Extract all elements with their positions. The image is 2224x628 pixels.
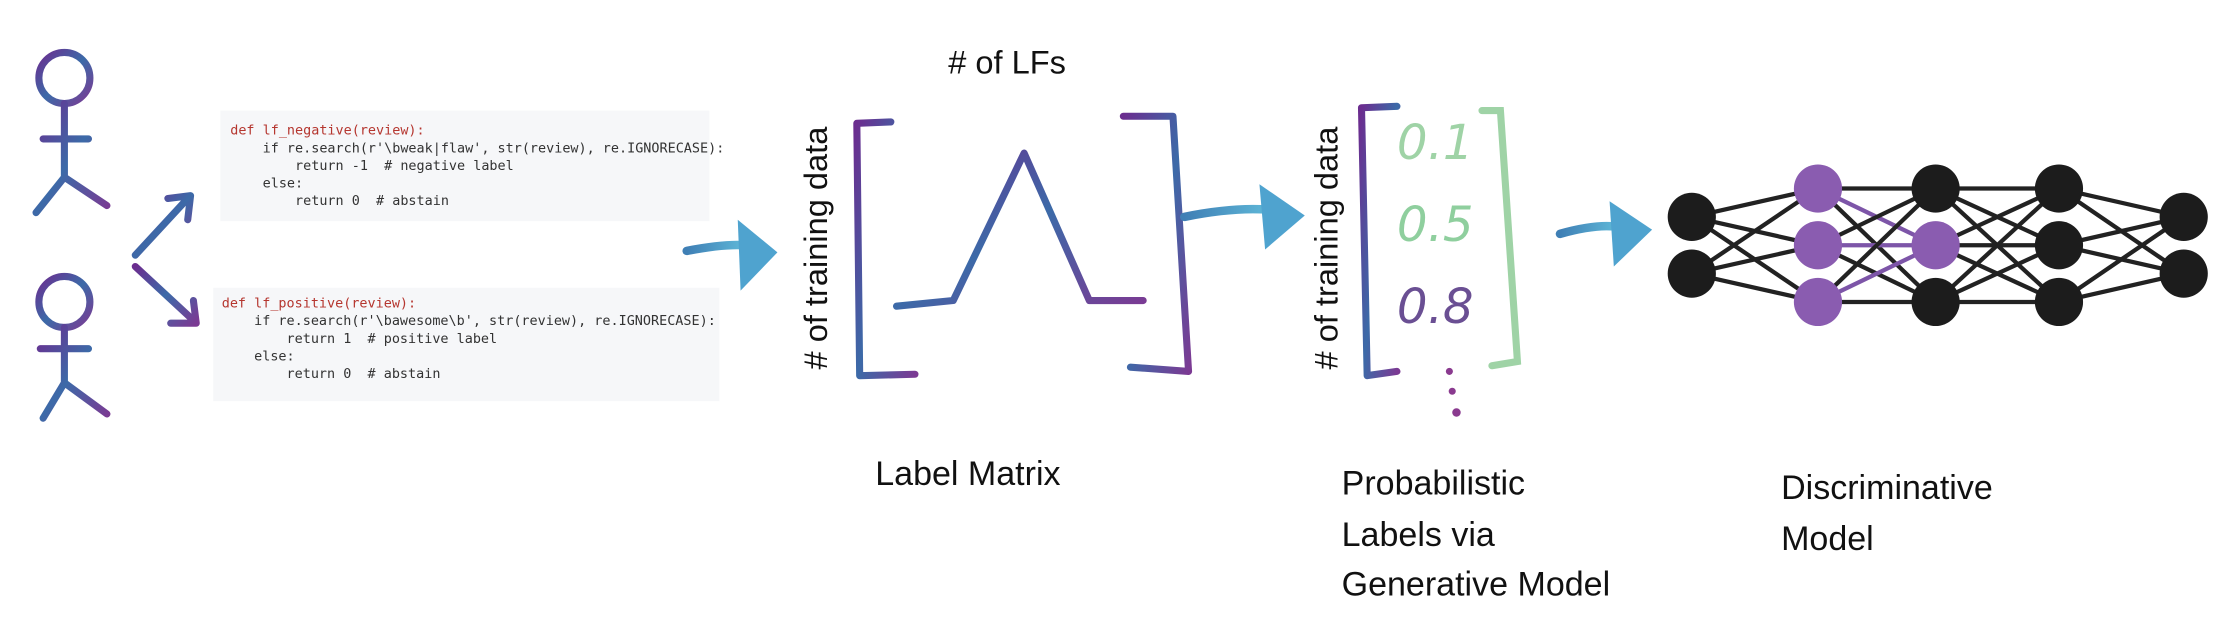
arrow bbox=[131, 262, 200, 327]
node bbox=[2034, 164, 2084, 213]
code-line: return 0 # abstain bbox=[222, 367, 441, 382]
caption: Model bbox=[1781, 520, 1874, 558]
row-axis-label: # of training data bbox=[797, 126, 834, 370]
caption: Probabilistic bbox=[1342, 465, 1525, 503]
edge bbox=[1816, 187, 1938, 304]
stick-figure bbox=[35, 272, 111, 422]
edge bbox=[1690, 186, 1820, 276]
arrow-head bbox=[737, 219, 778, 291]
code-line: else: bbox=[222, 349, 295, 364]
code-line: if re.search(r'\bweak|flaw', str(review)… bbox=[230, 141, 724, 156]
code-line: def lf_positive(review): bbox=[222, 297, 416, 312]
label-value: 0.5 bbox=[1397, 197, 1474, 253]
node bbox=[2034, 221, 2084, 270]
bracket bbox=[1478, 107, 1522, 370]
node bbox=[2034, 277, 2084, 327]
bracket bbox=[1119, 112, 1193, 375]
node bbox=[1793, 277, 1843, 327]
edge bbox=[1934, 186, 2061, 304]
node bbox=[1793, 221, 1843, 270]
code-block bbox=[213, 287, 720, 402]
code: def lf_negative(review): if re.search(r'… bbox=[230, 124, 724, 209]
label-value: 0.8 bbox=[1397, 279, 1474, 335]
matrix-scribble bbox=[892, 149, 1147, 310]
node bbox=[2159, 249, 2208, 298]
arrow bbox=[1180, 204, 1274, 222]
bracket bbox=[853, 118, 919, 380]
arrow-head bbox=[1259, 184, 1305, 250]
edge bbox=[2057, 215, 2185, 304]
arrow-head bbox=[1609, 201, 1653, 267]
arrow bbox=[682, 240, 750, 256]
caption: Generative Model bbox=[1342, 565, 1610, 603]
caption: Discriminative bbox=[1781, 469, 1993, 507]
node bbox=[1911, 221, 1960, 270]
neural-network bbox=[1667, 164, 2208, 327]
code-line: if re.search(r'\bawesome\b', str(review)… bbox=[222, 314, 716, 329]
ellipsis bbox=[1445, 367, 1461, 417]
code: def lf_positive(review): if re.search(r'… bbox=[222, 297, 716, 382]
stick-figure bbox=[32, 48, 111, 217]
node bbox=[1911, 164, 1960, 213]
node bbox=[1793, 164, 1843, 213]
arrow bbox=[131, 192, 195, 259]
arrow bbox=[1555, 221, 1621, 239]
node bbox=[2159, 192, 2208, 241]
node bbox=[1667, 192, 1716, 241]
code-line: return -1 # negative label bbox=[230, 159, 513, 174]
label-value: 0.1 bbox=[1397, 115, 1474, 171]
caption: Label Matrix bbox=[875, 455, 1060, 493]
column-axis-label: # of LFs bbox=[948, 44, 1066, 81]
code-line: else: bbox=[230, 176, 303, 191]
code-block bbox=[220, 110, 710, 222]
node bbox=[1667, 249, 1716, 298]
code-line: def lf_negative(review): bbox=[230, 124, 424, 139]
bracket bbox=[1357, 102, 1401, 380]
caption: Labels via bbox=[1342, 516, 1495, 554]
node bbox=[1911, 277, 1960, 327]
code-line: return 1 # positive label bbox=[222, 332, 497, 347]
row-axis-label: # of training data bbox=[1307, 126, 1344, 370]
code-line: return 0 # abstain bbox=[230, 194, 449, 209]
